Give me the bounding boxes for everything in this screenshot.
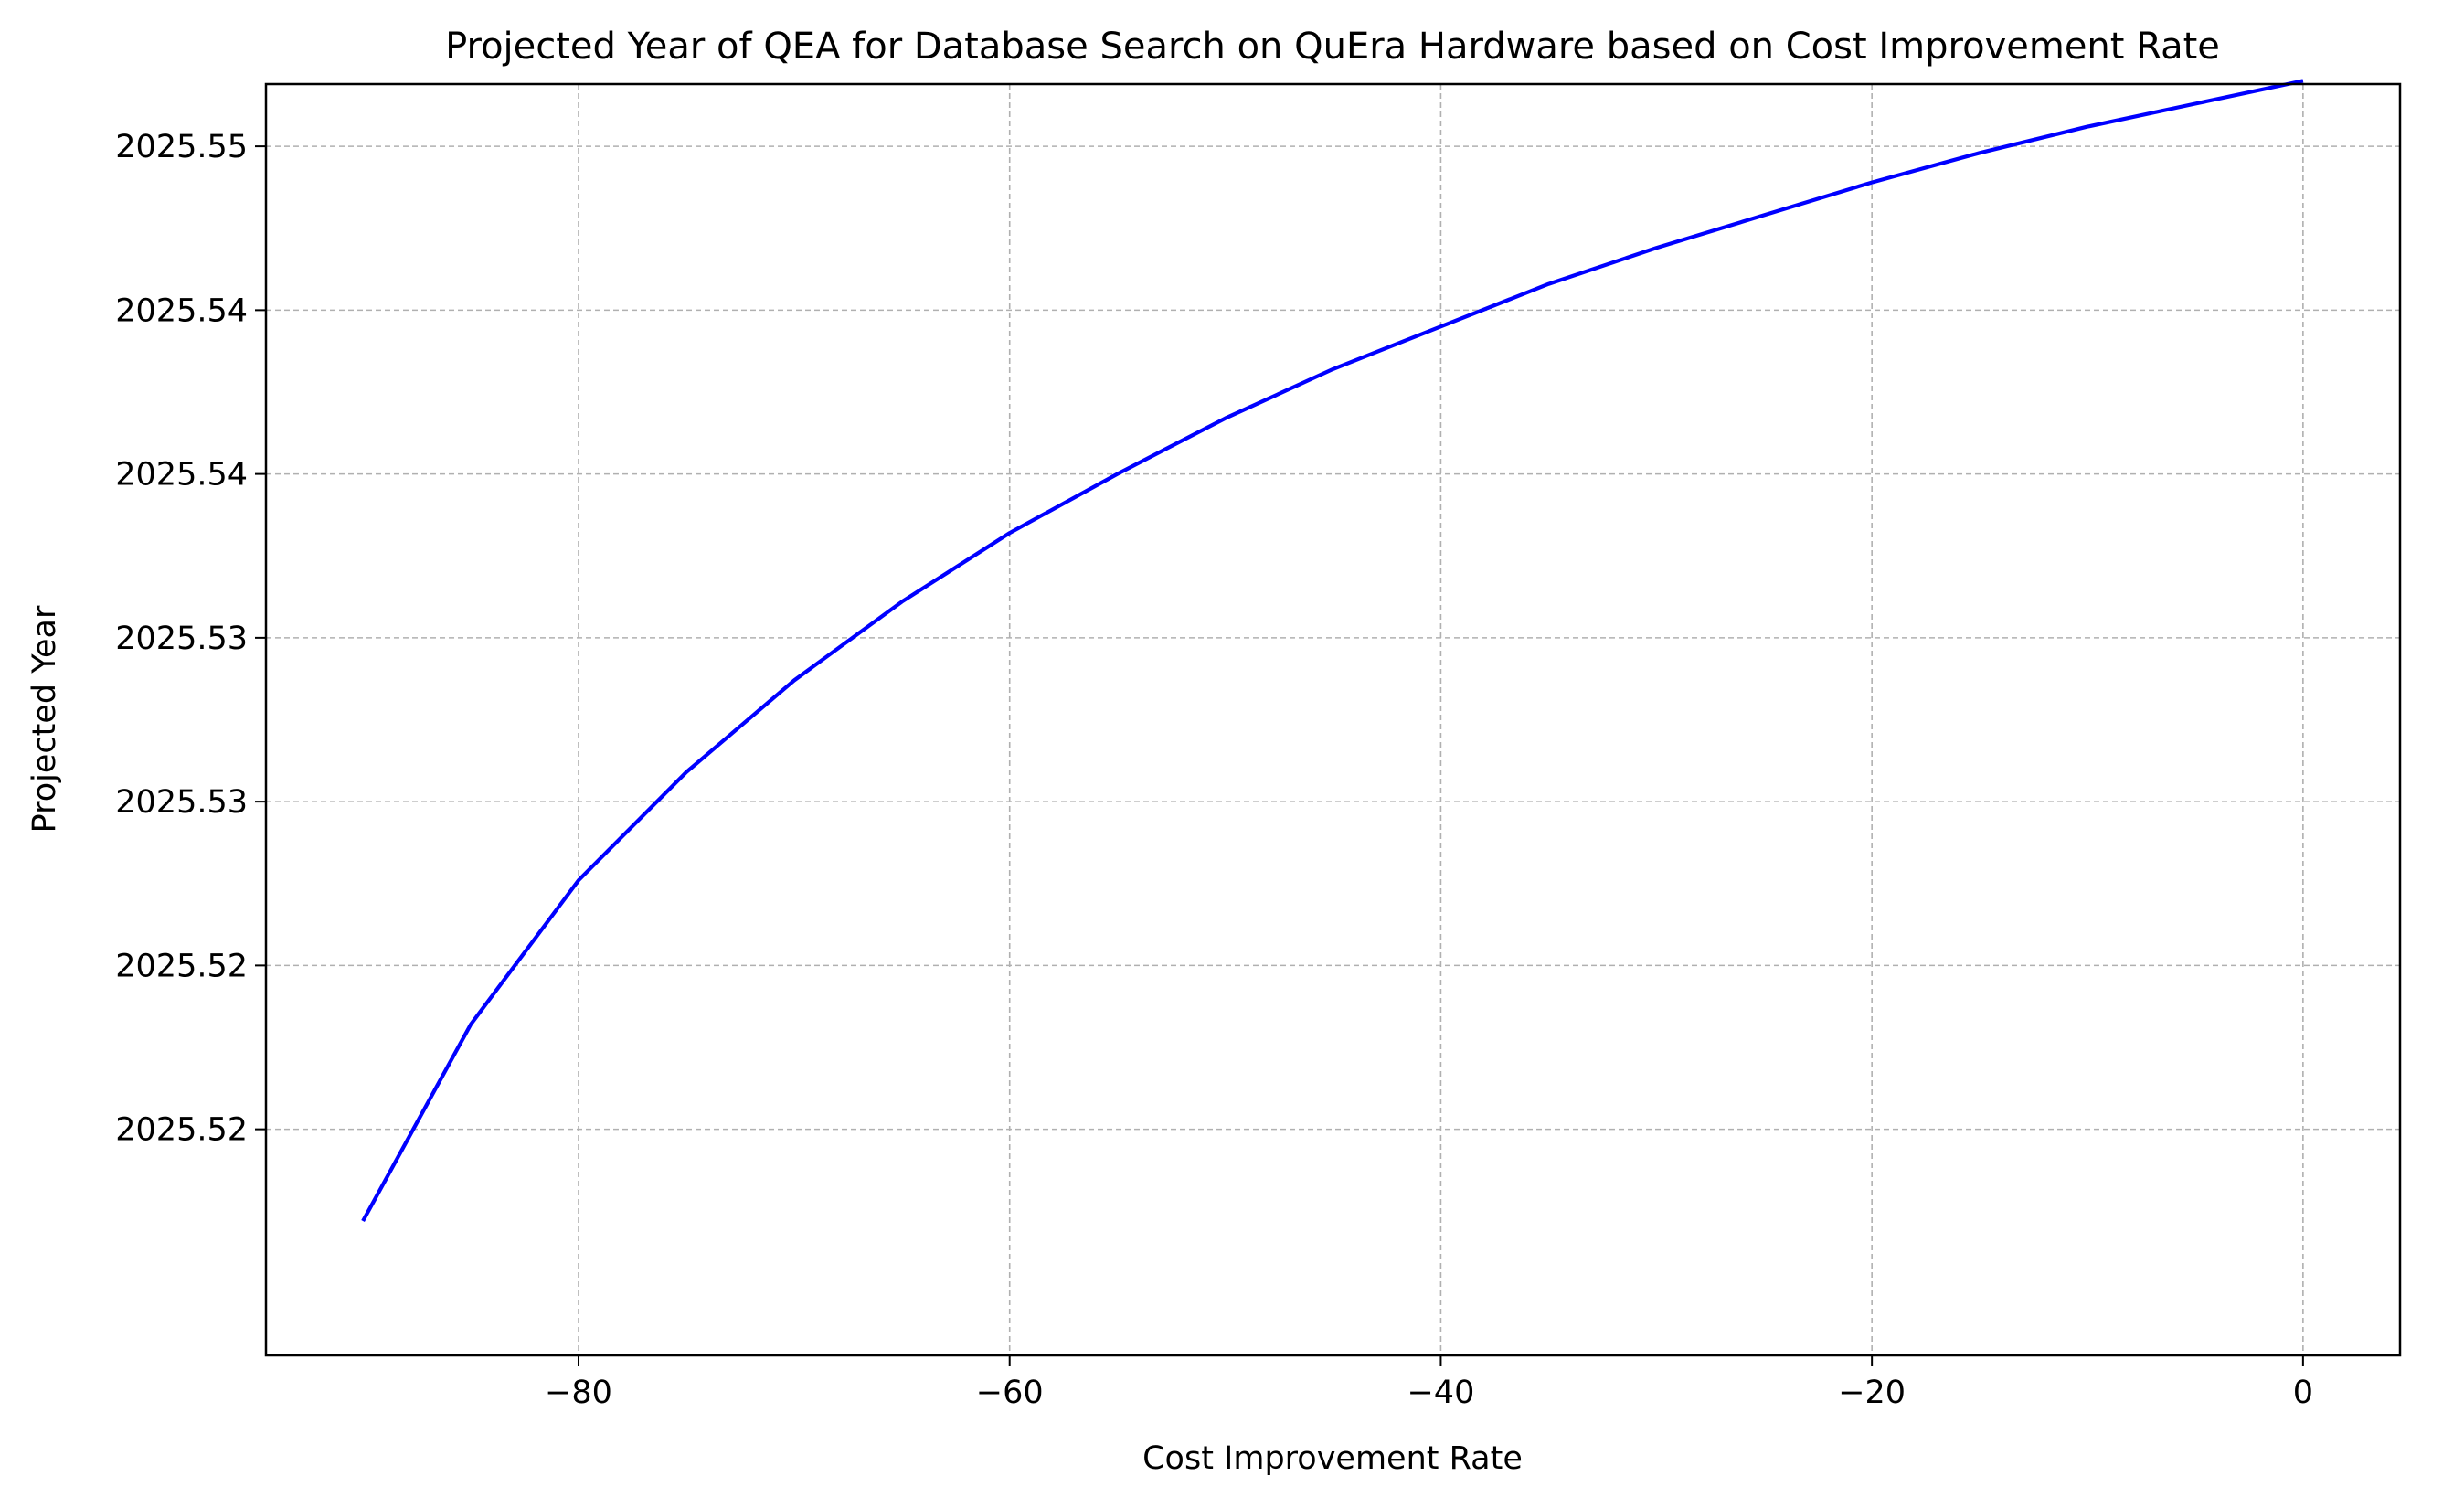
- plot-area-frame: [264, 82, 2402, 1357]
- y-tick-label: 2025.54: [115, 457, 248, 494]
- chart-title: Projected Year of QEA for Database Searc…: [445, 26, 2220, 68]
- series-line: [361, 79, 2304, 1223]
- x-tick-label: −60: [976, 1375, 1044, 1411]
- x-tick-label: −80: [545, 1375, 612, 1411]
- y-tick-label: 2025.53: [115, 784, 248, 821]
- grid: [266, 84, 2400, 1355]
- x-tick-label: −20: [1838, 1375, 1906, 1411]
- series-layer: [361, 79, 2304, 1223]
- x-axis-label: Cost Improvement Rate: [1142, 1440, 1523, 1477]
- y-tick-label: 2025.55: [115, 129, 248, 165]
- y-tick-label: 2025.52: [115, 948, 248, 984]
- y-tick-label: 2025.53: [115, 621, 248, 657]
- y-tick-label: 2025.54: [115, 292, 248, 329]
- y-tick-label: 2025.52: [115, 1112, 248, 1149]
- x-tick-label: −40: [1407, 1375, 1474, 1411]
- x-tick-label: 0: [2293, 1375, 2313, 1411]
- y-axis-label: Projected Year: [27, 605, 63, 833]
- axis-ticks: −80 −60 −40 −20 0 2025.55 2025.54 2025.54 2025.5…: [115, 129, 2313, 1411]
